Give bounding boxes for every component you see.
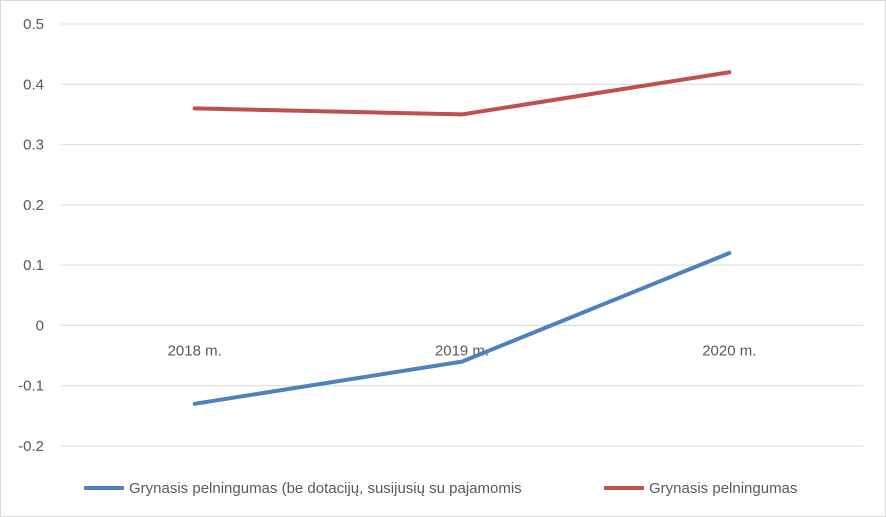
- y-tick-label: 0.3: [23, 137, 44, 154]
- x-axis-ticks: 2018 m. 2019 m. 2020 m.: [168, 342, 757, 359]
- x-tick-label: 2018 m.: [168, 342, 222, 359]
- series-line-1: [192, 251, 732, 406]
- x-tick-label: 2019 m.: [435, 342, 489, 359]
- series-lines: [192, 70, 732, 406]
- y-tick-label: 0.5: [23, 16, 44, 33]
- y-tick-label: 0.2: [23, 197, 44, 214]
- y-tick-label: 0: [36, 317, 44, 334]
- legend-label: Grynasis pelningumas: [649, 480, 797, 497]
- y-tick-label: 0.4: [23, 76, 44, 93]
- gridlines: [61, 23, 863, 447]
- y-axis-ticks: 0.5 0.4 0.3 0.2 0.1 0 -0.1 -0.2: [18, 16, 44, 455]
- legend: Grynasis pelningumas (be dotacijų, susij…: [84, 480, 797, 497]
- y-tick-label: -0.1: [18, 378, 44, 395]
- legend-label: Grynasis pelningumas (be dotacijų, susij…: [129, 480, 522, 497]
- y-tick-label: -0.2: [18, 438, 44, 455]
- series-line-2: [192, 70, 732, 117]
- x-tick-label: 2020 m.: [702, 342, 756, 359]
- y-tick-label: 0.1: [23, 257, 44, 274]
